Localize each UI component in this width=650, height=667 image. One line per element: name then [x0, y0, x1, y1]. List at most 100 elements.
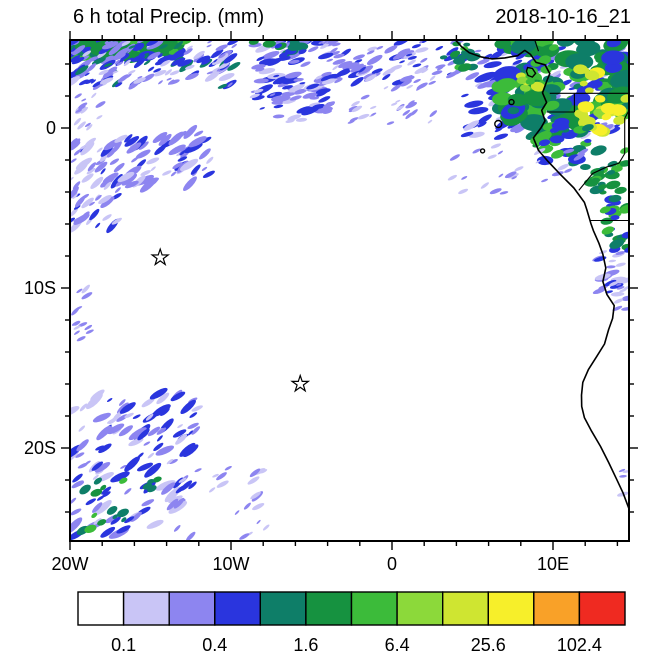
precip-blob [180, 399, 196, 415]
precip-blob [71, 56, 85, 65]
precip-blob [227, 82, 233, 87]
precip-blob [154, 144, 167, 156]
precip-blob [166, 498, 179, 511]
precip-blob [187, 422, 199, 430]
precip-blob [171, 57, 186, 66]
x-tick-label: 10E [537, 554, 569, 574]
precip-blob [106, 505, 118, 515]
precip-blob [208, 487, 216, 493]
precip-blob [289, 40, 301, 48]
precip-region-angola-coast-green [599, 194, 629, 253]
precip-blob [129, 141, 137, 148]
precip-blob [563, 148, 575, 154]
precip-blob [353, 54, 365, 60]
precip-blob [350, 63, 364, 73]
precip-blob [207, 40, 213, 44]
precip-blob [577, 148, 589, 156]
precip-blob [79, 145, 86, 150]
precip-blob [70, 70, 80, 80]
precip-blob [544, 100, 560, 111]
precip-blob [332, 65, 339, 71]
precip-blob [114, 134, 128, 143]
precip-blob [140, 170, 151, 176]
precip-blob [70, 207, 79, 217]
precip-blob [133, 57, 146, 69]
precip-blob [89, 201, 95, 206]
precip-blob [439, 55, 448, 60]
precip-blob [542, 75, 555, 83]
precip-blob [216, 472, 227, 481]
precip-blob [300, 61, 311, 67]
precip-blob [326, 58, 334, 62]
precip-blob [78, 79, 89, 86]
precip-blob [108, 43, 122, 56]
colorbar-cell [442, 591, 490, 626]
precip-blob [76, 336, 86, 342]
precip-blob [474, 49, 482, 53]
precip-blob [493, 133, 509, 140]
precip-blob [84, 524, 97, 533]
precip-blob [79, 484, 91, 495]
precip-blob [533, 149, 543, 156]
precip-blob [112, 410, 123, 421]
precip-blob [413, 78, 421, 84]
precip-blob [126, 142, 142, 154]
precip-region-left-edge-mid-specks [71, 284, 94, 342]
precip-blob [103, 181, 112, 190]
precip-blob [256, 519, 261, 525]
precip-blob [186, 531, 196, 541]
precip-blob [610, 215, 620, 221]
precip-region-right-edge-specks [612, 283, 629, 311]
plot-title: 6 h total Precip. (mm) [73, 6, 264, 28]
precip-blob [407, 56, 417, 60]
precip-blob [249, 468, 261, 478]
precip-blob [460, 131, 474, 138]
precip-blob [261, 50, 280, 60]
precip-blob [97, 519, 107, 526]
station-star-marker [290, 373, 311, 393]
precip-blob [405, 112, 413, 120]
precip-blob [318, 96, 331, 103]
precip-blob [124, 136, 140, 147]
precip-blob [157, 56, 168, 63]
precip-blob [92, 502, 103, 513]
precip-blob [489, 188, 502, 195]
y-tick-label: 20S [24, 438, 56, 458]
precip-blob [141, 499, 155, 507]
precip-blob [330, 47, 338, 53]
precip-blob [89, 208, 100, 221]
precip-blob [206, 44, 212, 48]
precip-blob [272, 114, 285, 119]
precip-blob [370, 105, 377, 110]
precip-blob [168, 500, 188, 514]
precip-blob [98, 103, 103, 108]
precip-blob [124, 516, 135, 524]
precip-blob [77, 121, 86, 130]
precip-blob [117, 74, 129, 83]
precip-blob [173, 524, 181, 532]
precip-blob [613, 298, 624, 304]
colorbar-label: 0.4 [202, 635, 227, 655]
precip-blob [172, 429, 187, 438]
country-border [534, 40, 540, 52]
precip-blob [173, 41, 184, 50]
precip-blob [185, 72, 199, 81]
precip-blob [81, 98, 87, 102]
precip-blob [116, 61, 124, 66]
precip-blob [390, 102, 398, 106]
precip-blob [147, 426, 161, 437]
precip-blob [234, 510, 240, 515]
precip-blob [273, 74, 280, 78]
precip-blob [75, 157, 93, 170]
precip-blob [362, 72, 376, 80]
precip-blob [390, 84, 402, 92]
precip-blob [86, 167, 96, 175]
precip-blob [556, 40, 575, 47]
precip-blob [591, 177, 601, 183]
precip-blob [70, 176, 74, 182]
precip-blob [512, 59, 523, 65]
island-bioko [525, 66, 537, 78]
precip-blob [594, 273, 611, 281]
precip-blob [564, 168, 573, 173]
precip-blob [299, 82, 306, 85]
